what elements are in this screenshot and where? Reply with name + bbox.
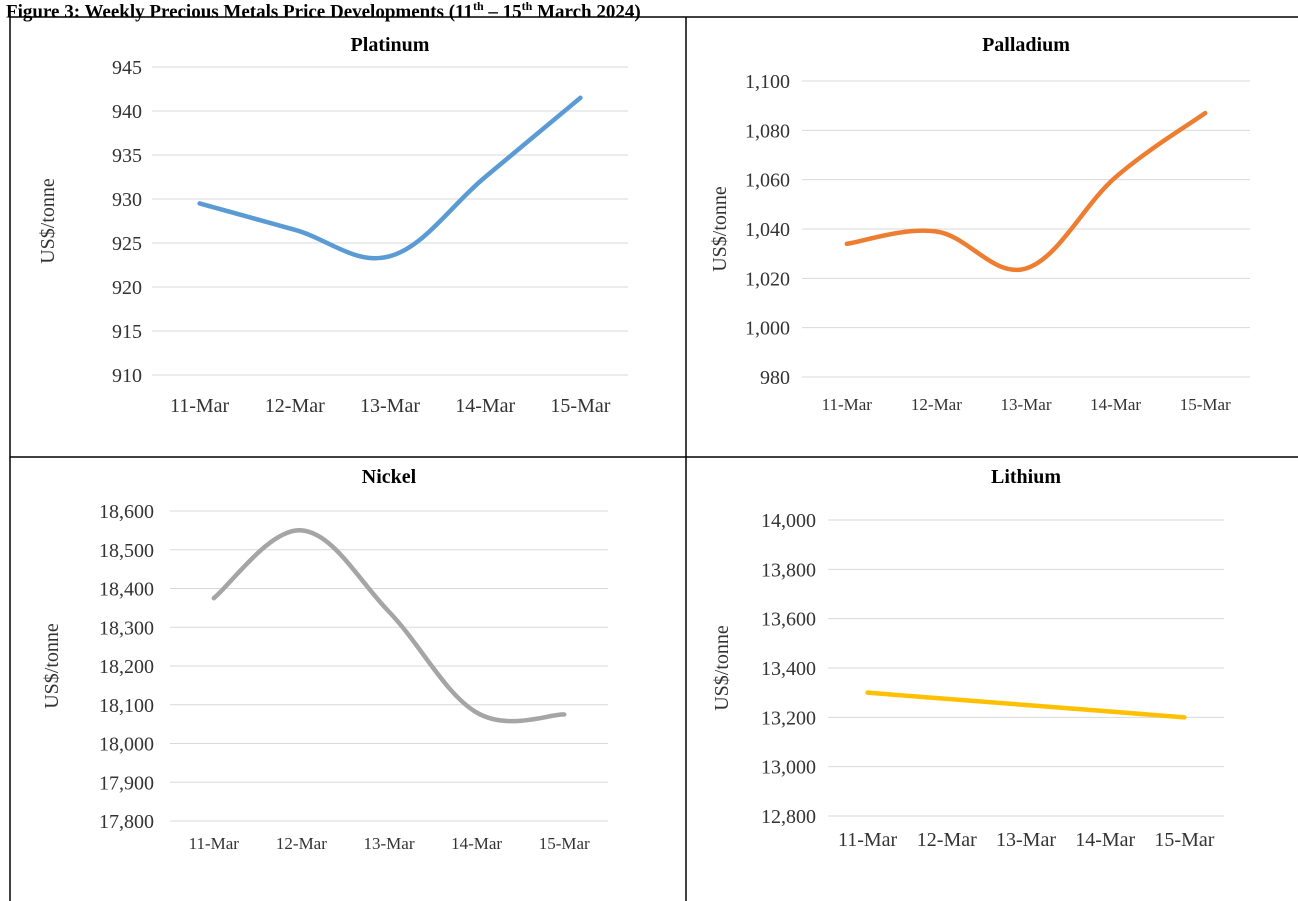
palladium-x-tick-label: 13-Mar [1001,395,1052,414]
nickel-chart: Nickel 17,800 17,900 18,000 18,100 18,200 18,3… [12,459,684,899]
palladium-y-tick-label: 980 [760,367,790,389]
lithium-x-tick-label: 13-Mar [996,829,1056,851]
palladium-x-tick-label: 14-Mar [1090,395,1141,414]
palladium-chart: Palladium 980 1,000 1,020 1,040 1,060 1,080 1,1… [688,19,1296,455]
palladium-x-tick-label: 15-Mar [1180,395,1231,414]
platinum-x-tick-label: 12-Mar [265,395,325,417]
lithium-y-tick-label: 12,800 [761,806,816,828]
nickel-y-tick-label: 18,200 [99,656,154,678]
nickel-x-tick-label: 14-Mar [451,834,502,853]
platinum-chart-title: Platinum [351,34,430,56]
palladium-chart-title: Palladium [982,34,1070,56]
palladium-y-tick-label: 1,100 [745,71,790,93]
nickel-y-tick-label: 18,300 [99,617,154,639]
nickel-x-tick-label: 13-Mar [364,834,415,853]
palladium-x-tick-label: 12-Mar [911,395,962,414]
nickel-y-tick-label: 18,400 [99,579,154,601]
lithium-x-tick-label: 14-Mar [1075,829,1135,851]
nickel-y-tick-label: 17,900 [99,772,154,794]
lithium-x-tick-label: 11-Mar [838,829,898,851]
platinum-chart: Platinum 910 915 920 925 930 935 940 945 US$/tonn… [12,19,684,455]
palladium-y-tick-label: 1,040 [745,219,790,241]
palladium-y-axis-label: US$/tonne [709,186,731,272]
lithium-x-tick-label: 12-Mar [917,829,977,851]
nickel-chart-title: Nickel [362,466,417,488]
lithium-chart-title: Lithium [991,466,1061,488]
lithium-y-axis-label: US$/tonne [711,625,733,711]
palladium-y-tick-label: 1,060 [745,170,790,192]
lithium-chart-svg: Lithium 12,800 13,000 13,200 13,400 13,600 13,… [711,466,1224,851]
platinum-chart-svg: Platinum 910 915 920 925 930 935 940 945 US$/tonn… [37,34,628,417]
nickel-series-line [211,528,567,724]
lithium-y-tick-label: 13,800 [761,559,816,581]
platinum-y-tick-label: 920 [112,277,142,299]
lithium-y-tick-label: 13,000 [761,757,816,779]
platinum-y-tick-label: 930 [112,189,142,211]
lithium-y-tick-label: 13,600 [761,609,816,631]
platinum-y-axis-label: US$/tonne [37,178,59,264]
nickel-x-tick-label: 15-Mar [539,834,590,853]
nickel-y-tick-label: 18,000 [99,734,154,756]
platinum-x-tick-label: 13-Mar [360,395,420,417]
nickel-y-tick-label: 17,800 [99,811,154,833]
platinum-y-tick-label: 925 [112,233,142,255]
nickel-y-tick-label: 18,500 [99,540,154,562]
platinum-x-tick-label: 15-Mar [550,395,610,417]
platinum-y-tick-label: 915 [112,321,142,343]
palladium-series-line [844,110,1208,273]
nickel-y-tick-label: 18,600 [99,501,154,523]
palladium-y-tick-label: 1,020 [745,268,790,290]
lithium-y-tick-label: 13,200 [761,707,816,729]
platinum-series-line [197,95,583,261]
platinum-y-tick-label: 935 [112,145,142,167]
palladium-x-tick-label: 11-Mar [822,395,873,414]
palladium-y-tick-label: 1,080 [745,120,790,142]
lithium-y-tick-label: 13,400 [761,658,816,680]
platinum-x-tick-label: 11-Mar [170,395,230,417]
platinum-y-tick-label: 940 [112,101,142,123]
palladium-chart-svg: Palladium 980 1,000 1,020 1,040 1,060 1,080 1,1… [709,34,1250,414]
nickel-x-tick-label: 12-Mar [276,834,327,853]
palladium-y-tick-label: 1,000 [745,318,790,340]
nickel-y-tick-label: 18,100 [99,695,154,717]
platinum-y-tick-label: 945 [112,57,142,79]
platinum-x-tick-label: 14-Mar [455,395,515,417]
platinum-y-tick-label: 910 [112,365,142,387]
nickel-y-axis-label: US$/tonne [41,623,63,709]
nickel-x-tick-label: 11-Mar [189,834,240,853]
nickel-chart-svg: Nickel 17,800 17,900 18,000 18,100 18,200 18,3… [41,466,608,853]
lithium-chart: Lithium 12,800 13,000 13,200 13,400 13,600 13,… [688,459,1296,899]
lithium-y-tick-label: 14,000 [761,510,816,532]
lithium-x-tick-label: 15-Mar [1154,829,1214,851]
